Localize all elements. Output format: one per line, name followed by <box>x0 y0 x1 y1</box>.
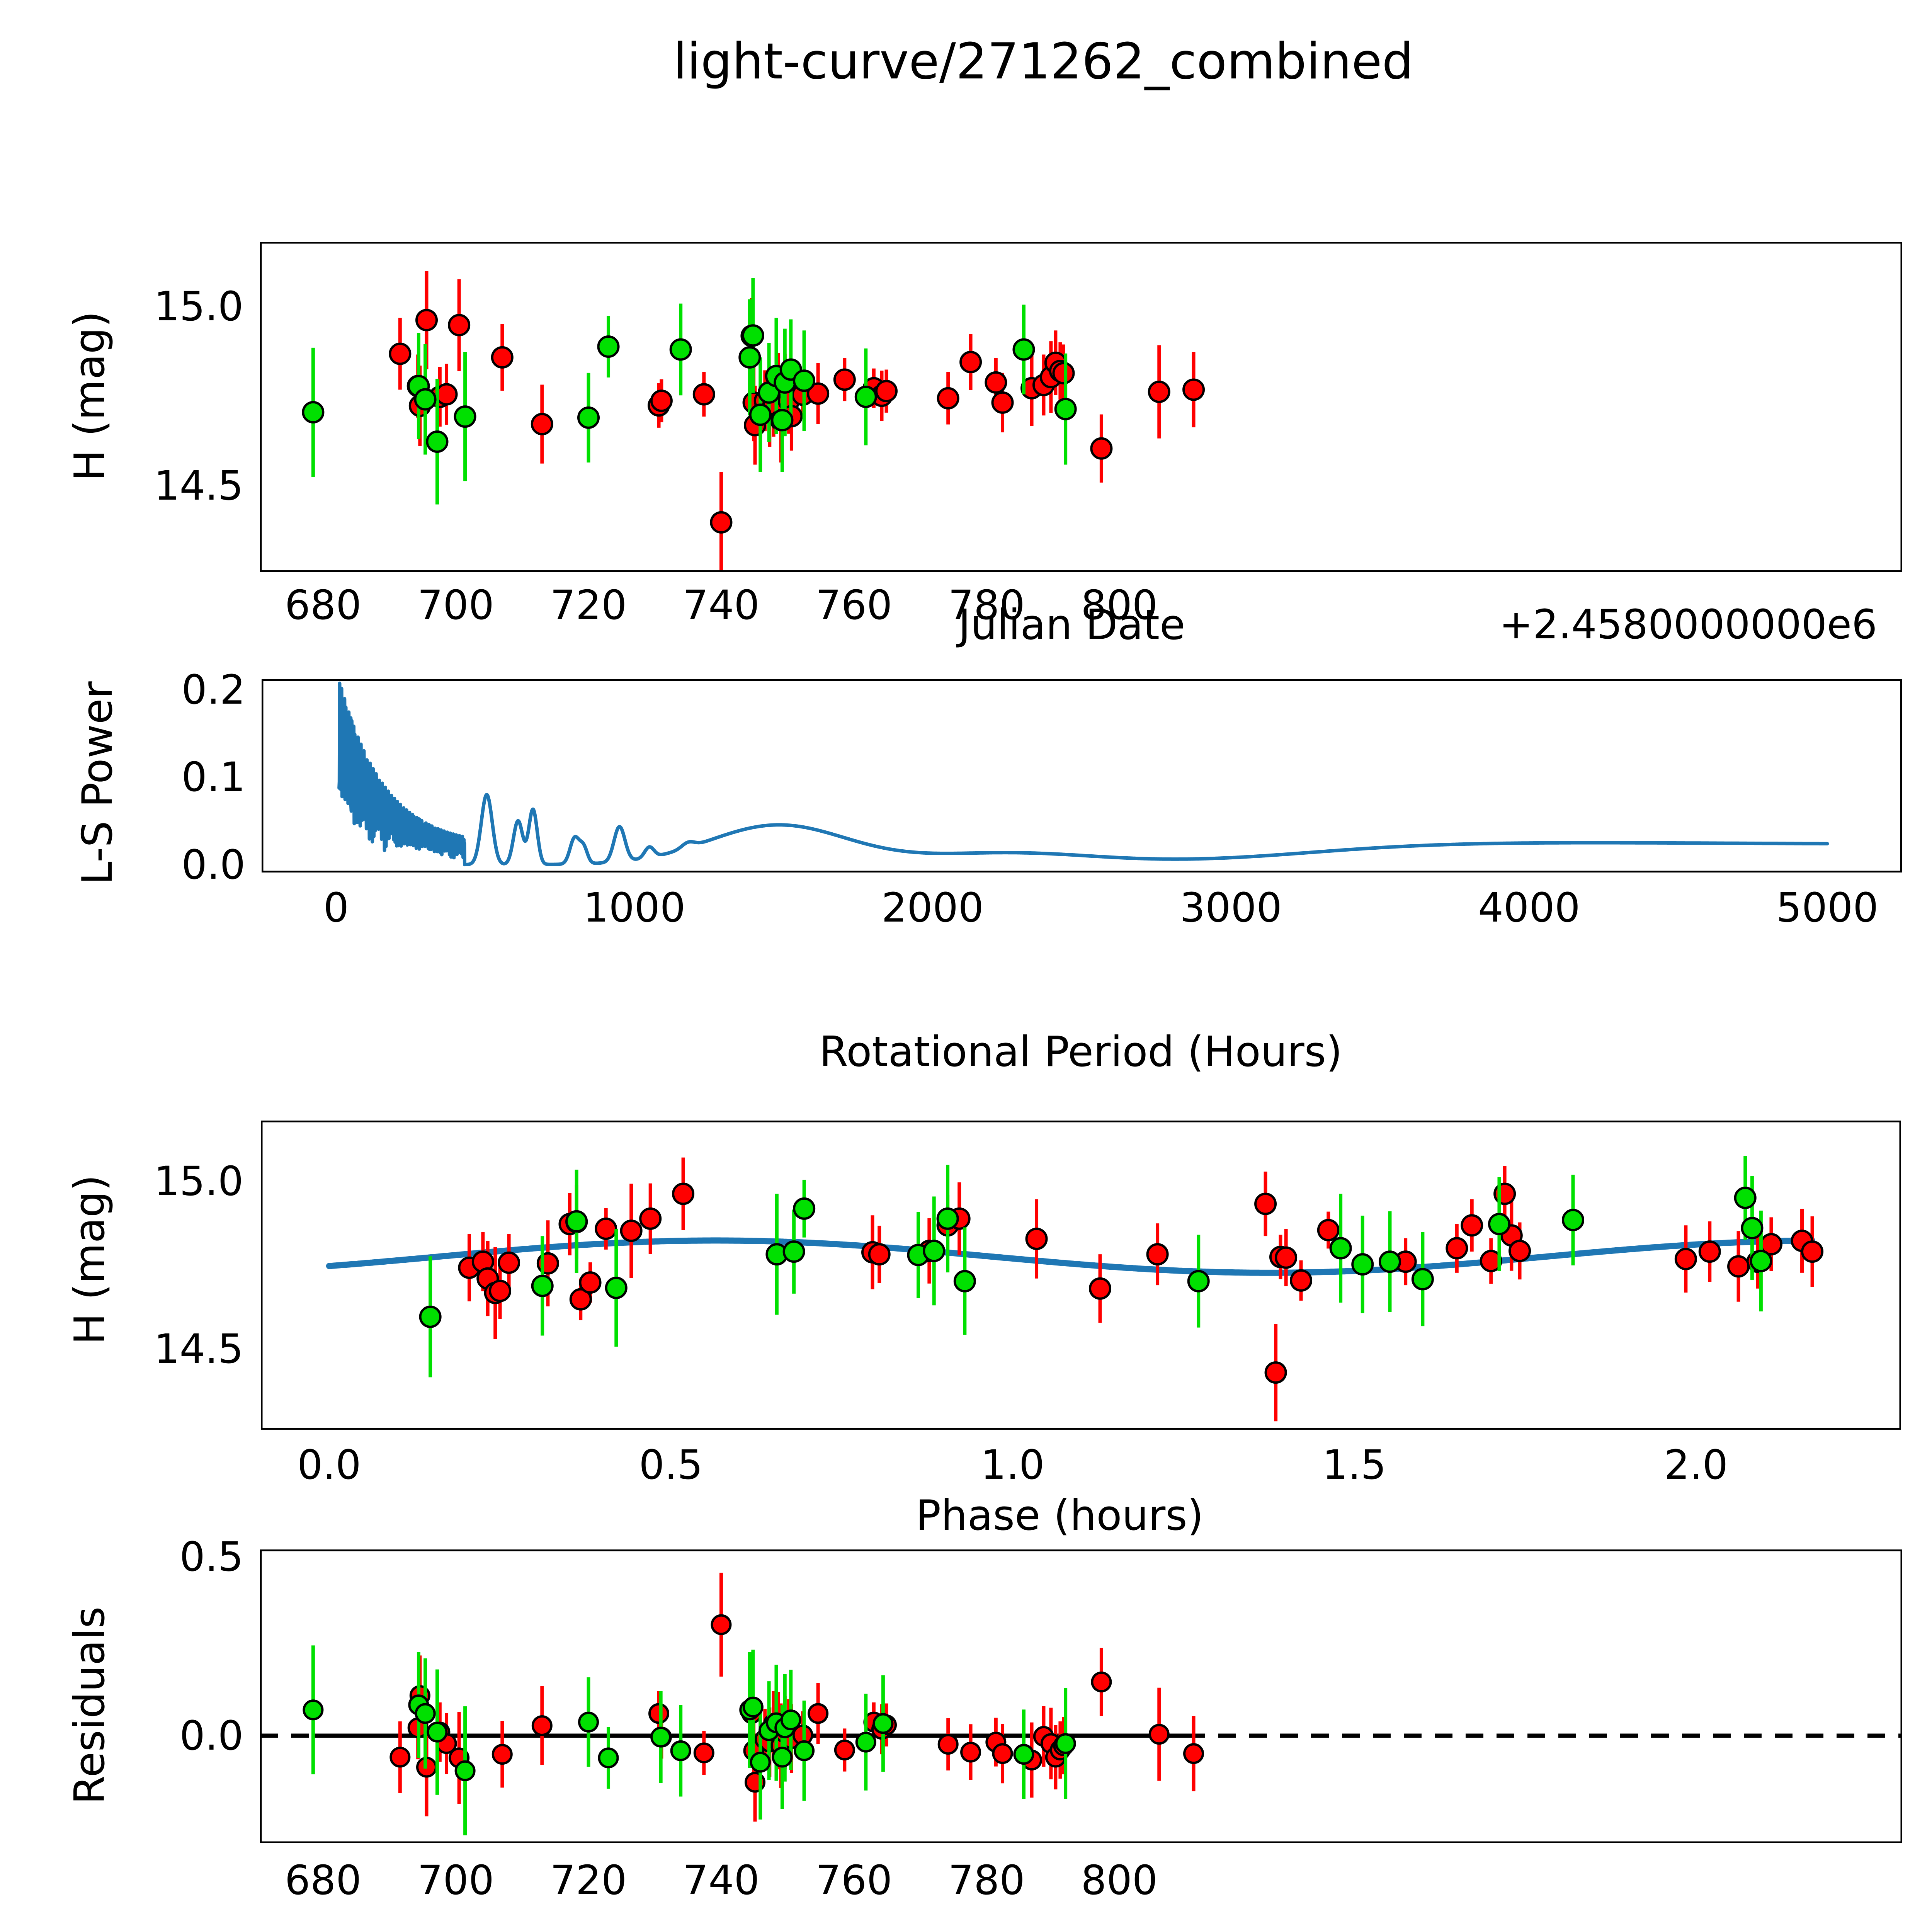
x-tick-label: 760 <box>815 1857 893 1904</box>
x-tick-label: 700 <box>417 1857 494 1904</box>
y-axis-label: Residuals <box>66 1606 114 1804</box>
x-tick-label: 1.5 <box>1322 1441 1386 1488</box>
x-axis-offset-label: +2.4580000000e6 <box>1499 601 1878 648</box>
x-tick-label: 5000 <box>1776 884 1879 931</box>
x-axis-label: Julian Date <box>958 601 1185 649</box>
y-tick-label: 0.0 <box>181 841 245 888</box>
panel-light-curve <box>260 242 1902 572</box>
series-red-filter <box>389 1573 1204 1822</box>
x-axis-label: Phase (hours) <box>916 1492 1204 1540</box>
y-tick-label: 15.0 <box>154 1157 243 1205</box>
x-tick-label: 720 <box>550 582 627 629</box>
phase-folded-plot-area <box>261 1121 1901 1430</box>
residuals-plot-area <box>260 1549 1902 1843</box>
y-axis-label: L-S Power <box>73 681 122 885</box>
page-title: light-curve/271262_combined <box>673 33 1413 90</box>
y-tick-label: 0.2 <box>181 666 245 714</box>
x-tick-label: 3000 <box>1180 884 1282 931</box>
panel-periodogram <box>262 679 1902 872</box>
panel-phase-folded <box>261 1121 1901 1430</box>
y-tick-label: 14.5 <box>154 1325 243 1373</box>
x-tick-label: 780 <box>948 1857 1025 1904</box>
x-tick-label: 800 <box>1081 582 1158 629</box>
x-tick-label: 2000 <box>881 884 984 931</box>
y-tick-label: 14.5 <box>154 462 243 510</box>
y-tick-label: 0.1 <box>181 753 245 801</box>
x-tick-label: 800 <box>1081 1857 1158 1904</box>
x-tick-label: 680 <box>284 582 362 629</box>
series-green-filter <box>419 1156 1772 1378</box>
x-tick-label: 720 <box>550 1857 627 1904</box>
series-green-filter <box>303 1645 1076 1835</box>
x-tick-label: 2.0 <box>1664 1441 1728 1488</box>
panel-residuals <box>260 1549 1902 1843</box>
x-tick-label: 1000 <box>583 884 686 931</box>
y-tick-label: 15.0 <box>154 283 243 330</box>
x-tick-label: 740 <box>683 582 760 629</box>
y-axis-label: H (mag) <box>66 311 114 481</box>
series-red-filter <box>389 271 1205 572</box>
x-tick-label: 0.0 <box>297 1441 361 1488</box>
periodogram-line <box>337 681 1829 867</box>
series-red-filter <box>458 1157 1824 1422</box>
x-tick-label: 0.5 <box>639 1441 703 1488</box>
x-tick-label: 4000 <box>1478 884 1580 931</box>
x-tick-label: 700 <box>417 582 494 629</box>
x-tick-label: 680 <box>284 1857 362 1904</box>
x-tick-label: 740 <box>683 1857 760 1904</box>
y-axis-label: H (mag) <box>66 1175 114 1345</box>
x-tick-label: 780 <box>948 582 1025 629</box>
x-tick-label: 760 <box>815 582 893 629</box>
periodogram-plot-area <box>262 679 1902 872</box>
x-axis-label: Rotational Period (Hours) <box>819 1028 1342 1076</box>
x-tick-label: 0 <box>323 884 349 931</box>
y-tick-label: 0.5 <box>179 1533 243 1580</box>
series-green-filter <box>302 278 1077 505</box>
x-tick-label: 1.0 <box>980 1441 1045 1488</box>
y-tick-label: 0.0 <box>179 1712 243 1759</box>
light-curve-plot-area <box>260 242 1902 572</box>
